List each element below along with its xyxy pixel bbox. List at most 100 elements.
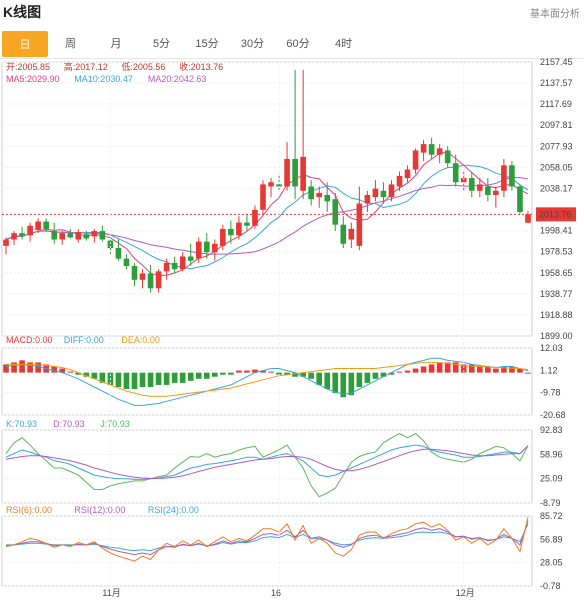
macd-bar	[83, 372, 90, 377]
x-tick-label: 12月	[456, 588, 475, 598]
candle-body	[155, 271, 162, 289]
candle-body	[163, 262, 170, 272]
macd-bar	[428, 364, 435, 373]
ohlc-legend: 高:2017.12	[64, 61, 108, 72]
macd-bar	[11, 362, 17, 373]
kdj-tick-label: -8.79	[540, 498, 561, 508]
last-price-badge	[536, 207, 576, 222]
candle-body	[468, 178, 475, 191]
candle-body	[284, 158, 290, 187]
macd-bar	[348, 372, 355, 396]
candle-body	[412, 150, 419, 170]
tab-6[interactable]: 60分	[286, 38, 310, 50]
macd-bar	[316, 372, 323, 385]
candle-body	[292, 158, 298, 187]
candle-body	[460, 178, 467, 183]
price-tick-label: 1958.65	[540, 268, 573, 278]
kdj-d-line	[5, 445, 529, 479]
macd-bar	[211, 372, 218, 377]
tab-2[interactable]: 月	[110, 38, 122, 50]
macd-tick-label: -20.68	[540, 410, 566, 420]
macd-bar	[444, 362, 451, 373]
candle-body	[509, 165, 515, 187]
candle-body	[364, 194, 371, 204]
candle-body	[525, 214, 531, 223]
candle-body	[308, 186, 314, 200]
macd-bar	[179, 372, 186, 383]
kdj-tick-label: 92.83	[540, 425, 563, 435]
fundamental-analysis-link[interactable]: 基本面分析	[530, 9, 580, 20]
ma-legend: MA10:2030.47	[74, 74, 133, 84]
macd-bar	[99, 372, 106, 383]
macd-bar	[468, 364, 475, 373]
dea-line	[6, 361, 529, 397]
tab-5[interactable]: 30分	[240, 38, 265, 50]
macd-bar	[59, 368, 66, 373]
candle-body	[107, 240, 114, 249]
tab-1[interactable]: 周	[65, 38, 76, 50]
macd-legend: DIFF:0.00	[64, 335, 104, 345]
tab-7[interactable]: 4时	[334, 38, 353, 50]
macd-bar	[139, 372, 146, 387]
candle-body	[187, 256, 194, 261]
candle-body	[436, 148, 443, 155]
macd-bar	[292, 372, 298, 377]
macd-bar	[51, 366, 58, 373]
macd-legend: MACD:0.00	[6, 335, 53, 345]
price-tick-label: 2097.81	[540, 120, 573, 130]
macd-bar	[509, 366, 515, 373]
price-tick-label: 1899.00	[540, 331, 573, 341]
macd-bar	[163, 372, 170, 385]
rsi-legend: RSI(6):0.00	[6, 505, 52, 515]
macd-bar	[460, 364, 467, 373]
ma-legend: MA20:2042.63	[148, 74, 207, 84]
candle-body	[59, 233, 66, 240]
macd-bar	[203, 372, 210, 379]
macd-tick-label: 1.12	[540, 365, 558, 375]
x-tick-label: 11月	[102, 588, 120, 598]
macd-bar	[187, 372, 194, 381]
candle-body	[485, 186, 491, 195]
macd-bar	[493, 368, 499, 373]
macd-bar	[171, 372, 178, 383]
tab-4[interactable]: 15分	[195, 38, 219, 50]
kdj-tick-label: 58.96	[540, 449, 563, 459]
candle-body	[276, 184, 282, 187]
rsi6-line	[5, 517, 529, 562]
candle-body	[324, 194, 331, 202]
tab-0[interactable]: 日	[2, 31, 48, 57]
rsi-tick-label: 85.72	[540, 511, 563, 521]
candle-body	[260, 184, 266, 210]
candle-body	[300, 156, 306, 191]
candle-body	[99, 231, 106, 240]
macd-bar	[420, 366, 427, 373]
candle-body	[452, 163, 459, 183]
candle-body	[356, 203, 363, 246]
candle-body	[501, 165, 507, 191]
rsi-tick-label: 56.89	[540, 534, 563, 544]
macd-bar	[412, 368, 419, 373]
candle-body	[220, 228, 226, 246]
last-price-label: 2013.76	[539, 209, 572, 219]
macd-bar	[308, 372, 314, 379]
rsi24-line	[6, 523, 529, 552]
candle-body	[316, 192, 323, 198]
candle-body	[19, 233, 25, 237]
kdj-frame	[1, 429, 533, 504]
macd-bar	[284, 372, 290, 375]
price-tick-label: 2157.45	[540, 58, 573, 67]
candle-body	[428, 144, 435, 155]
macd-bar	[91, 372, 98, 379]
candle-body	[43, 221, 49, 229]
price-tick-label: 2038.17	[540, 183, 573, 193]
kline-chart: 2157.45 2137.57 2117.69 2097.81 2077.93 2058.…	[1, 58, 576, 598]
candle-body	[380, 190, 387, 198]
ma-legend: MA5:2029.90	[6, 74, 60, 84]
macd-bar	[3, 364, 9, 373]
candle-body	[493, 190, 499, 195]
ohlc-legend: 开:2005.85	[6, 62, 50, 72]
tab-3[interactable]: 5分	[152, 38, 171, 50]
macd-bar	[27, 362, 33, 373]
candle-body	[517, 186, 523, 212]
macd-bar	[260, 370, 266, 373]
